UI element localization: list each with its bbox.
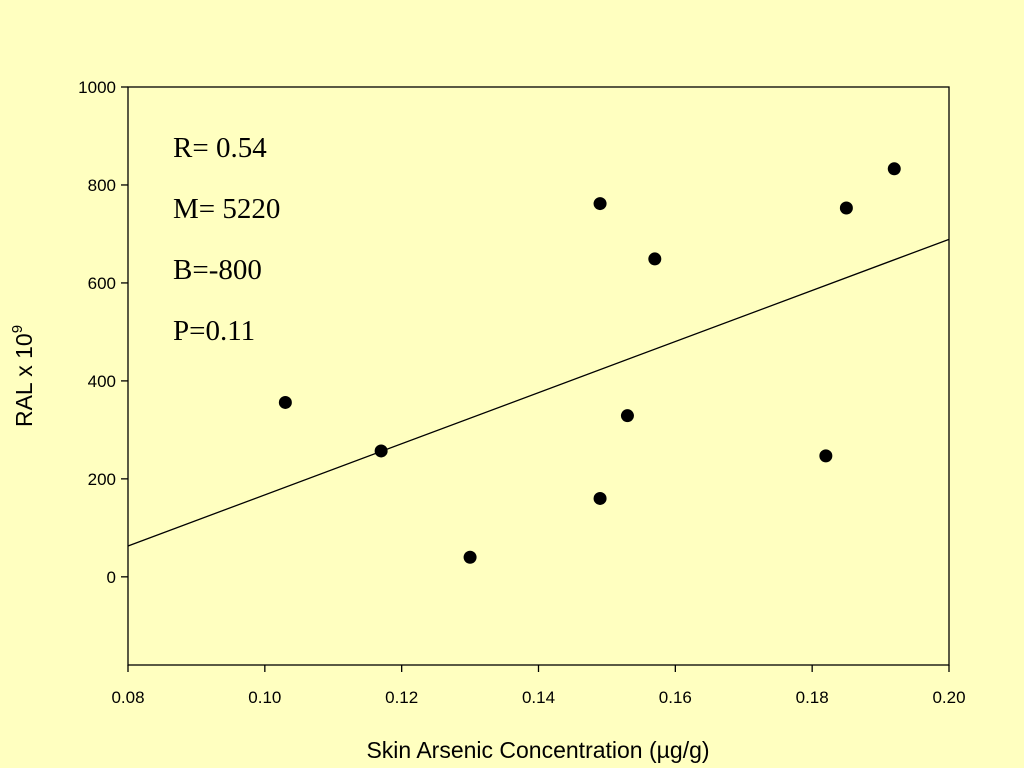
data-point bbox=[593, 197, 607, 211]
y-tick-label: 1000 bbox=[78, 78, 116, 97]
data-point bbox=[620, 409, 634, 423]
y-axis-title-main: RAL x 10 bbox=[11, 333, 37, 427]
data-point bbox=[463, 550, 477, 564]
y-tick-label: 200 bbox=[88, 470, 116, 489]
annotation-p: P=0.11 bbox=[173, 315, 255, 347]
data-point bbox=[819, 449, 833, 463]
y-tick-label: 600 bbox=[88, 274, 116, 293]
x-axis: 0.08 0.10 0.12 0.14 0.16 0.18 0.20 bbox=[111, 665, 966, 707]
y-axis: 0 200 400 600 800 1000 bbox=[78, 78, 128, 587]
annotation-b: B=-800 bbox=[173, 254, 262, 286]
y-axis-title-exponent: 9 bbox=[9, 325, 26, 333]
x-tick-label: 0.20 bbox=[932, 688, 965, 707]
x-axis-title: Skin Arsenic Concentration (µg/g) bbox=[366, 737, 709, 763]
y-tick-label: 0 bbox=[107, 568, 116, 587]
x-tick-label: 0.12 bbox=[385, 688, 418, 707]
annotation-m: M= 5220 bbox=[173, 193, 280, 225]
data-point bbox=[374, 444, 388, 458]
data-point bbox=[839, 201, 853, 215]
y-tick-label: 400 bbox=[88, 372, 116, 391]
y-tick-label: 800 bbox=[88, 176, 116, 195]
plot-frame bbox=[127, 86, 950, 666]
x-tick-label: 0.10 bbox=[248, 688, 281, 707]
statistics-annotations: R= 0.54 M= 5220 B=-800 P=0.11 bbox=[173, 132, 280, 347]
x-tick-label: 0.18 bbox=[796, 688, 829, 707]
data-point bbox=[648, 252, 662, 266]
data-point bbox=[278, 395, 292, 409]
annotation-r: R= 0.54 bbox=[173, 132, 267, 164]
x-tick-label: 0.14 bbox=[522, 688, 555, 707]
x-tick-label: 0.08 bbox=[111, 688, 144, 707]
regression-line bbox=[127, 238, 950, 547]
data-point bbox=[887, 162, 901, 176]
x-tick-label: 0.16 bbox=[659, 688, 692, 707]
data-point bbox=[593, 491, 607, 505]
y-axis-title: RAL x 109 bbox=[9, 325, 37, 427]
data-points bbox=[278, 162, 901, 564]
